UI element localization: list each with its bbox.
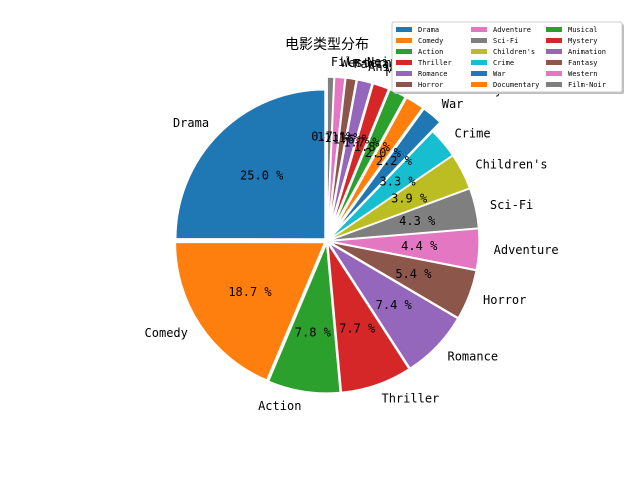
slice-label-adventure: Adventure xyxy=(494,243,559,257)
slice-label-action: Action xyxy=(258,399,301,413)
legend-label-sci-fi: Sci-Fi xyxy=(493,37,518,45)
slice-label-western: Western xyxy=(341,56,392,70)
legend-label-romance: Romance xyxy=(418,70,448,78)
legend-swatch-war xyxy=(471,71,487,76)
slice-pct-documentary: 2.0 % xyxy=(365,146,402,160)
pie-slice-horror xyxy=(329,241,477,319)
legend-label-western: Western xyxy=(568,70,598,78)
slice-pct-war: 2.2 % xyxy=(376,154,413,168)
slice-label-fantasy: Fantasy xyxy=(353,57,404,71)
slice-pct-film-noir: 0.7 % xyxy=(311,130,348,144)
legend-label-musical: Musical xyxy=(568,26,598,34)
pie-slice-documentary xyxy=(334,96,424,229)
legend-label-comedy: Comedy xyxy=(418,37,443,45)
legend-label-fantasy: Fantasy xyxy=(568,59,598,67)
chart-legend: Drama Comedy Action Thriller Romance Horror Ad… xyxy=(391,21,624,94)
slice-pct-animation: 1.6 % xyxy=(333,133,370,147)
slice-label-thriller: Thriller xyxy=(381,392,439,406)
legend-label-adventure: Adventure xyxy=(493,26,531,34)
slice-pct-musical: 1.8 % xyxy=(354,140,391,154)
pie-slice-film-noir xyxy=(326,76,335,227)
slice-label-film-noir: Film-Noir xyxy=(331,55,396,69)
slice-pct-mystery: 1.7 % xyxy=(343,136,380,150)
pie-slice-children-s xyxy=(329,154,471,241)
legend-swatch-western xyxy=(546,71,562,76)
pie-slice-comedy xyxy=(174,241,326,381)
pie-slice-action xyxy=(267,243,341,394)
slice-pct-drama: 25.0 % xyxy=(240,169,284,183)
slice-pct-children-s: 3.9 % xyxy=(391,192,428,206)
slice-pct-fantasy: 1.1 % xyxy=(324,131,361,145)
legend-swatch-fantasy xyxy=(546,60,562,65)
slice-pct-thriller: 7.7 % xyxy=(339,321,376,335)
slice-label-romance: Romance xyxy=(447,349,498,363)
pie-slice-thriller xyxy=(327,243,410,393)
slice-pct-romance: 7.4 % xyxy=(376,298,413,312)
pie-slice-crime xyxy=(328,130,454,240)
pie-slice-sci-fi xyxy=(329,188,480,241)
legend-swatch-horror xyxy=(396,82,412,87)
chart-title: 电影类型分布 xyxy=(285,37,369,53)
pie-labels: Drama 25.0 % Comedy 18.7 % Action 7.8 % Thrill… xyxy=(145,55,559,413)
legend-label-action: Action xyxy=(418,48,443,56)
slice-pct-crime: 3.3 % xyxy=(380,174,417,188)
legend-label-animation: Animation xyxy=(568,48,606,56)
slice-label-horror: Horror xyxy=(483,293,526,307)
slice-label-sci-fi: Sci-Fi xyxy=(490,198,533,212)
pie-slice-animation xyxy=(329,79,373,227)
slice-label-children-s: Children's xyxy=(475,158,547,172)
pie-slice-war xyxy=(336,108,441,230)
legend-swatch-musical xyxy=(546,27,562,32)
pie-slices xyxy=(174,76,480,394)
legend-swatch-documentary xyxy=(471,82,487,87)
slice-pct-comedy: 18.7 % xyxy=(228,285,272,299)
legend-swatch-crime xyxy=(471,60,487,65)
legend-label-children-s: Children's xyxy=(493,48,535,56)
legend-swatch-film-noir xyxy=(546,82,562,87)
legend-label-war: War xyxy=(493,70,506,78)
legend-swatch-animation xyxy=(546,49,562,54)
legend-swatch-romance xyxy=(396,71,412,76)
slice-pct-action: 7.8 % xyxy=(295,325,332,339)
legend-swatch-action xyxy=(396,49,412,54)
slice-label-crime: Crime xyxy=(454,126,490,140)
slice-label-drama: Drama xyxy=(173,116,209,130)
pie-slice-romance xyxy=(328,242,459,369)
legend-label-crime: Crime xyxy=(493,59,514,67)
legend-swatch-adventure xyxy=(471,27,487,32)
slice-pct-western: 1.1 % xyxy=(317,130,354,144)
slice-label-war: War xyxy=(442,97,464,111)
pie-slice-mystery xyxy=(331,83,390,228)
legend-label-mystery: Mystery xyxy=(568,37,598,45)
legend-swatch-drama xyxy=(396,27,412,32)
pie-slice-adventure xyxy=(329,228,480,271)
legend-frame xyxy=(391,21,623,93)
legend-label-film-noir: Film-Noir xyxy=(568,81,606,89)
slice-pct-sci-fi: 4.3 % xyxy=(399,214,436,228)
pie-slice-western xyxy=(327,76,346,227)
slice-label-comedy: Comedy xyxy=(145,326,188,340)
legend-swatch-sci-fi xyxy=(471,38,487,43)
legend-label-documentary: Documentary xyxy=(493,81,539,89)
legend-label-thriller: Thriller xyxy=(418,59,452,67)
legend-label-drama: Drama xyxy=(418,26,439,34)
legend-swatch-mystery xyxy=(546,38,562,43)
legend-swatch-children-s xyxy=(471,49,487,54)
pie-slice-fantasy xyxy=(328,77,357,227)
pie-slice-drama xyxy=(175,89,326,240)
legend-swatch-comedy xyxy=(396,38,412,43)
slice-pct-horror: 5.4 % xyxy=(395,267,432,281)
legend-label-horror: Horror xyxy=(418,81,443,89)
legend-swatch-thriller xyxy=(396,60,412,65)
slice-pct-adventure: 4.4 % xyxy=(401,239,438,253)
